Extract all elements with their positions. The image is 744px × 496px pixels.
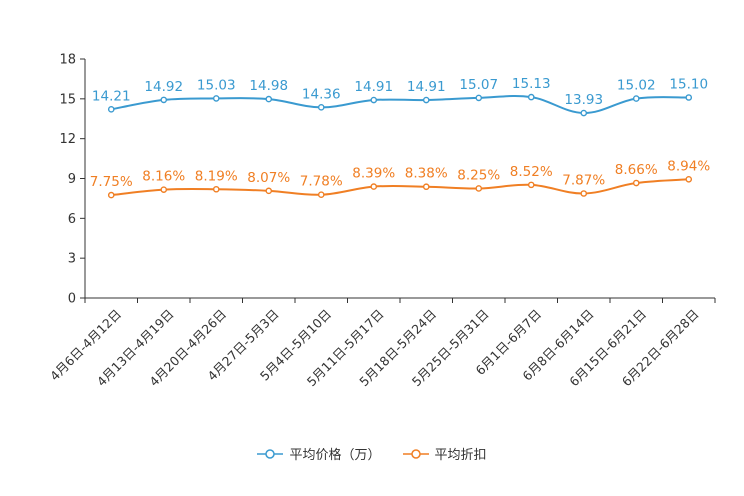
price-data-label: 15.10 (669, 77, 708, 93)
discount-data-label: 8.07% (247, 170, 290, 186)
y-tick-label: 18 (59, 53, 76, 68)
price-data-label: 14.21 (92, 88, 131, 104)
price-data-label: 15.02 (617, 78, 656, 94)
chart-canvas: 03691215184月6日-4月12日4月13日-4月19日4月20日-4月2… (47, 53, 716, 389)
legend-label-discount: 平均折扣 (434, 448, 487, 463)
price-data-label: 15.07 (459, 77, 498, 93)
legend-item-discount[interactable]: 平均折扣 (402, 444, 487, 463)
price-data-point[interactable] (107, 106, 115, 113)
y-tick-label: 6 (68, 212, 76, 227)
discount-data-point[interactable] (422, 183, 430, 191)
price-data-point[interactable] (580, 109, 588, 117)
discount-data-label: 8.39% (352, 166, 395, 182)
legend-line-circle-icon (257, 448, 284, 459)
discount-series-line (111, 178, 689, 197)
price-data-label: 14.91 (407, 79, 446, 95)
legend-line-circle-icon (402, 448, 429, 459)
price-data-label: 14.98 (249, 78, 288, 94)
discount-data-point[interactable] (160, 186, 168, 193)
discount-data-label: 8.66% (615, 162, 658, 178)
discount-data-point[interactable] (580, 190, 588, 197)
price-data-point[interactable] (632, 95, 640, 102)
price-data-point[interactable] (422, 96, 430, 104)
y-tick-label: 0 (68, 292, 76, 307)
price-data-point[interactable] (265, 95, 273, 103)
discount-data-label: 7.87% (562, 173, 605, 189)
price-data-point[interactable] (160, 96, 168, 104)
discount-data-label: 8.25% (457, 167, 500, 183)
discount-data-label: 7.78% (300, 174, 343, 190)
discount-data-label: 8.38% (405, 166, 448, 182)
discount-data-point[interactable] (632, 179, 640, 187)
discount-data-point[interactable] (685, 175, 693, 183)
discount-data-point[interactable] (317, 191, 325, 198)
y-tick-label: 12 (59, 132, 76, 147)
legend-label-price: 平均价格（万） (289, 448, 381, 463)
legend-item-price[interactable]: 平均价格（万） (257, 444, 381, 463)
discount-data-point[interactable] (370, 183, 378, 190)
price-data-point[interactable] (475, 94, 483, 102)
price-data-point[interactable] (685, 94, 693, 101)
y-tick-label: 3 (68, 252, 76, 267)
discount-data-point[interactable] (475, 185, 483, 192)
price-data-point[interactable] (527, 93, 535, 101)
price-data-point[interactable] (317, 104, 325, 111)
discount-data-point[interactable] (212, 185, 220, 193)
price-data-label: 15.03 (197, 77, 236, 93)
price-data-point[interactable] (370, 96, 378, 104)
legend: 平均价格（万） 平均折扣 (0, 444, 744, 463)
discount-data-label: 7.75% (90, 174, 133, 190)
discount-data-label: 8.16% (142, 169, 185, 185)
price-data-point[interactable] (212, 95, 220, 102)
price-series-line (111, 95, 689, 115)
price-data-label: 14.92 (144, 79, 183, 95)
discount-data-point[interactable] (527, 181, 535, 189)
y-tick-label: 15 (59, 92, 76, 107)
price-data-label: 14.91 (354, 79, 393, 95)
price-data-label: 15.13 (512, 76, 551, 92)
y-tick-label: 9 (68, 172, 76, 187)
discount-data-point[interactable] (265, 187, 273, 195)
discount-data-label: 8.52% (510, 164, 553, 180)
discount-data-point[interactable] (107, 191, 115, 199)
discount-data-label: 8.94% (667, 158, 710, 174)
price-data-label: 14.36 (302, 86, 341, 102)
price-data-label: 13.93 (564, 92, 603, 108)
discount-data-label: 8.19% (195, 168, 238, 184)
